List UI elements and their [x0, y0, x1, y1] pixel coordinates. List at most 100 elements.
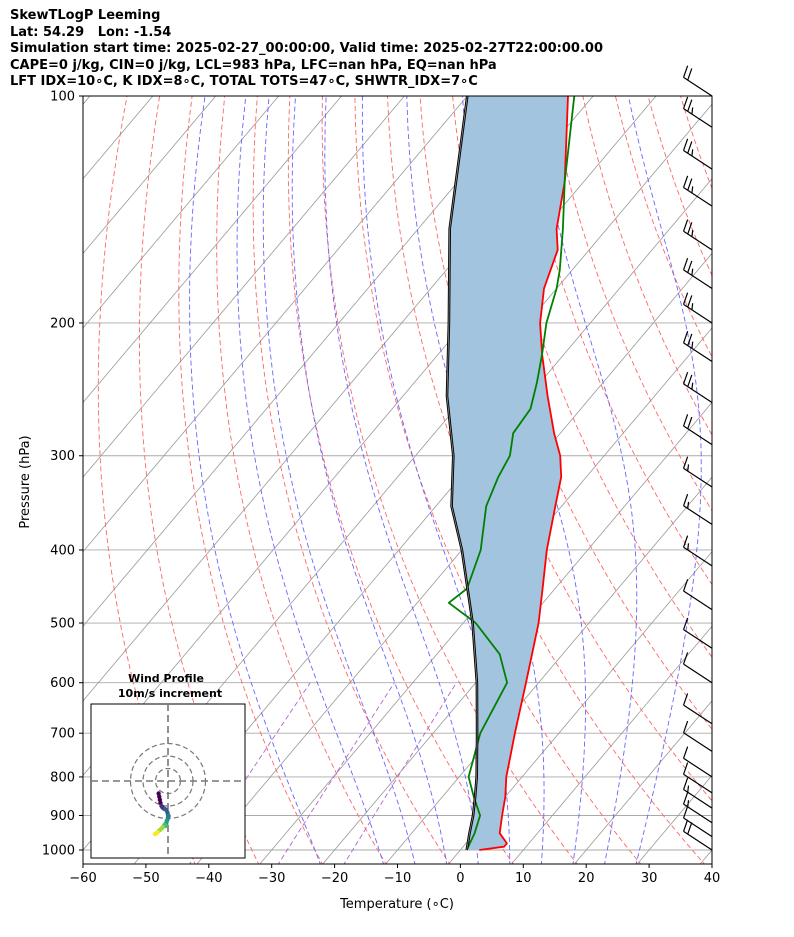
x-tick-label: −50	[132, 871, 159, 886]
isotherm-line	[259, 327, 712, 864]
barb-flag-full	[682, 219, 689, 232]
wind-barb	[682, 617, 713, 649]
barb-flag-half	[687, 785, 690, 793]
indices-line: LFT IDX=10∘C, K IDX=8∘C, TOTAL TOTS=47∘C…	[10, 74, 478, 89]
wind-barb	[682, 652, 713, 684]
hodo-point	[152, 831, 158, 837]
barb-flag-full	[682, 257, 689, 271]
barb-shaft	[683, 732, 713, 752]
x-tick-label: 30	[641, 871, 658, 886]
barb-flag-full	[682, 414, 689, 427]
barb-shaft	[683, 108, 713, 128]
barb-shaft	[683, 187, 713, 207]
wind-barb	[682, 175, 713, 207]
wind-barb	[682, 331, 713, 363]
y-axis-label: Pressure (hPa)	[18, 435, 33, 528]
barb-shaft	[683, 590, 713, 611]
barb-flag-full	[682, 746, 689, 759]
wind-barbs	[682, 65, 713, 851]
moist-adiabat-line	[189, 96, 321, 864]
x-tick-label: 20	[578, 871, 595, 886]
wind-barb	[682, 96, 713, 128]
barb-flag-full	[682, 579, 689, 592]
dewpoint-line	[447, 96, 576, 851]
moist-adiabat-line	[627, 96, 702, 864]
barb-flag-full	[682, 65, 689, 78]
y-tick-label: 300	[50, 449, 75, 464]
plot-area	[83, 96, 712, 864]
barb-shaft	[683, 269, 713, 289]
wind-barb	[682, 372, 713, 404]
barb-shaft	[683, 505, 713, 525]
times-line: Simulation start time: 2025-02-27_00:00:…	[10, 41, 603, 56]
barb-flag-full	[687, 260, 693, 273]
barb-flag-full	[687, 178, 693, 191]
barb-flag-full	[682, 720, 689, 733]
y-tick-label: 800	[50, 770, 75, 785]
barb-shaft	[683, 757, 713, 778]
location-line: Lat: 54.29 Lon: -1.54	[10, 24, 172, 40]
x-axis-label: Temperature (∘C)	[339, 897, 454, 912]
barb-flag-half	[691, 341, 694, 349]
y-tick-label: 700	[50, 727, 75, 742]
mixing-ratio-line	[343, 682, 457, 864]
barb-flag-half	[691, 107, 694, 115]
barb-shaft	[683, 663, 713, 684]
isotherm-line	[573, 700, 712, 864]
barb-shaft	[683, 789, 713, 809]
y-tick-label: 200	[50, 316, 75, 331]
isotherm-line	[83, 96, 531, 627]
isotherm-line	[699, 849, 712, 864]
wind-barb	[682, 777, 713, 809]
x-tick-label: −30	[258, 871, 285, 886]
isotherm-line	[83, 96, 405, 478]
y-tick-label: 600	[50, 676, 75, 691]
barb-flag-full	[682, 693, 689, 706]
barb-shaft	[683, 629, 713, 649]
y-tick-label: 400	[50, 543, 75, 558]
barb-shaft	[683, 149, 713, 170]
barb-shaft	[683, 467, 713, 488]
x-tick-label: −20	[321, 871, 348, 886]
barb-shaft	[683, 425, 713, 446]
moist-adiabats	[189, 96, 702, 864]
barb-flag-full	[682, 175, 689, 188]
barb-flag-full	[687, 68, 693, 81]
barb-flag-half	[691, 149, 694, 156]
barb-flag-full	[682, 372, 689, 385]
isotherm-line	[83, 96, 468, 553]
wind-barb	[682, 138, 713, 170]
wind-barb	[682, 414, 713, 446]
y-tick-label: 100	[50, 90, 75, 105]
barb-flag-half	[687, 501, 690, 509]
wind-barb	[682, 219, 713, 251]
barb-shaft	[683, 830, 713, 851]
barb-shaft	[683, 773, 713, 794]
profile-series	[445, 96, 576, 851]
chart-title: SkewTLogP Leeming	[10, 8, 161, 23]
barb-flag-full	[682, 806, 689, 819]
barb-flag-full	[682, 456, 689, 469]
barb-flag-half	[691, 303, 694, 310]
barb-flag-full	[682, 535, 689, 548]
wind-barb	[682, 535, 713, 567]
barb-flag-half	[687, 464, 690, 472]
dry-adiabat-line	[582, 96, 712, 436]
x-tick-label: 0	[456, 871, 464, 886]
barb-shaft	[683, 76, 713, 97]
isotherm-line	[385, 476, 712, 864]
wind-profile-inset: Wind Profile 10m/s increment	[90, 672, 246, 859]
y-tick-label: 900	[50, 809, 75, 824]
barb-flag-full	[687, 141, 693, 154]
wind-barb	[682, 746, 713, 778]
x-tick-label: 10	[515, 871, 532, 886]
mixing-ratio-line	[277, 682, 395, 864]
barb-shaft	[683, 546, 713, 567]
barb-flag-half	[691, 268, 694, 276]
wind-barb	[682, 456, 713, 488]
barb-flag-full	[687, 333, 693, 346]
isotherm-line	[83, 96, 217, 254]
barb-flag-full	[682, 819, 689, 832]
inset-subtitle: 10m/s increment	[118, 687, 222, 700]
